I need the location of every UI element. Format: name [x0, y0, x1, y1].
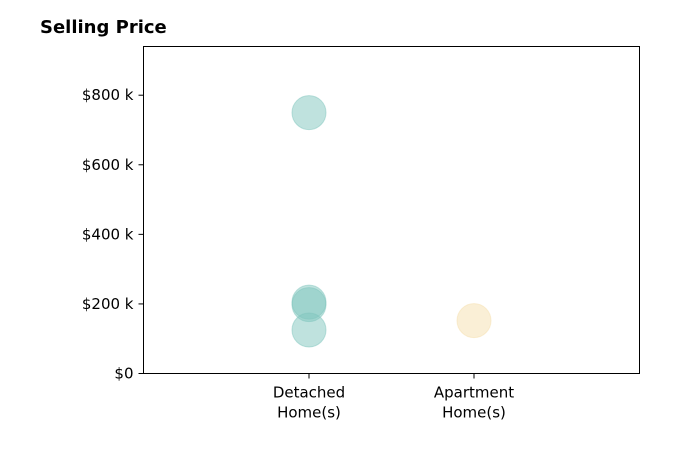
x-tick-label: Detached Home(s)	[273, 384, 345, 422]
data-points	[291, 95, 492, 348]
y-tick-label: $800 k	[82, 86, 134, 104]
y-tick-label: $200 k	[82, 295, 134, 313]
chart-title: Selling Price	[40, 17, 167, 38]
x-tick-label-line: Home(s)	[277, 404, 341, 422]
y-tick-label: $400 k	[82, 225, 134, 243]
y-tick-label: $600 k	[82, 156, 134, 174]
x-tick-label-line: Detached	[273, 384, 345, 402]
data-point	[291, 95, 327, 131]
x-tick-label: Apartment Home(s)	[434, 384, 514, 422]
plot-frame	[143, 46, 640, 374]
y-tick-label: $0	[114, 365, 133, 383]
data-point	[456, 303, 492, 339]
y-axis: $0 $200 k $400 k $600 k $800 k	[82, 86, 144, 383]
x-tick-label-line: Apartment	[434, 384, 514, 402]
data-point	[291, 312, 327, 348]
x-tick-label-line: Home(s)	[442, 404, 506, 422]
x-axis: Detached Home(s) Apartment Home(s)	[273, 373, 514, 422]
